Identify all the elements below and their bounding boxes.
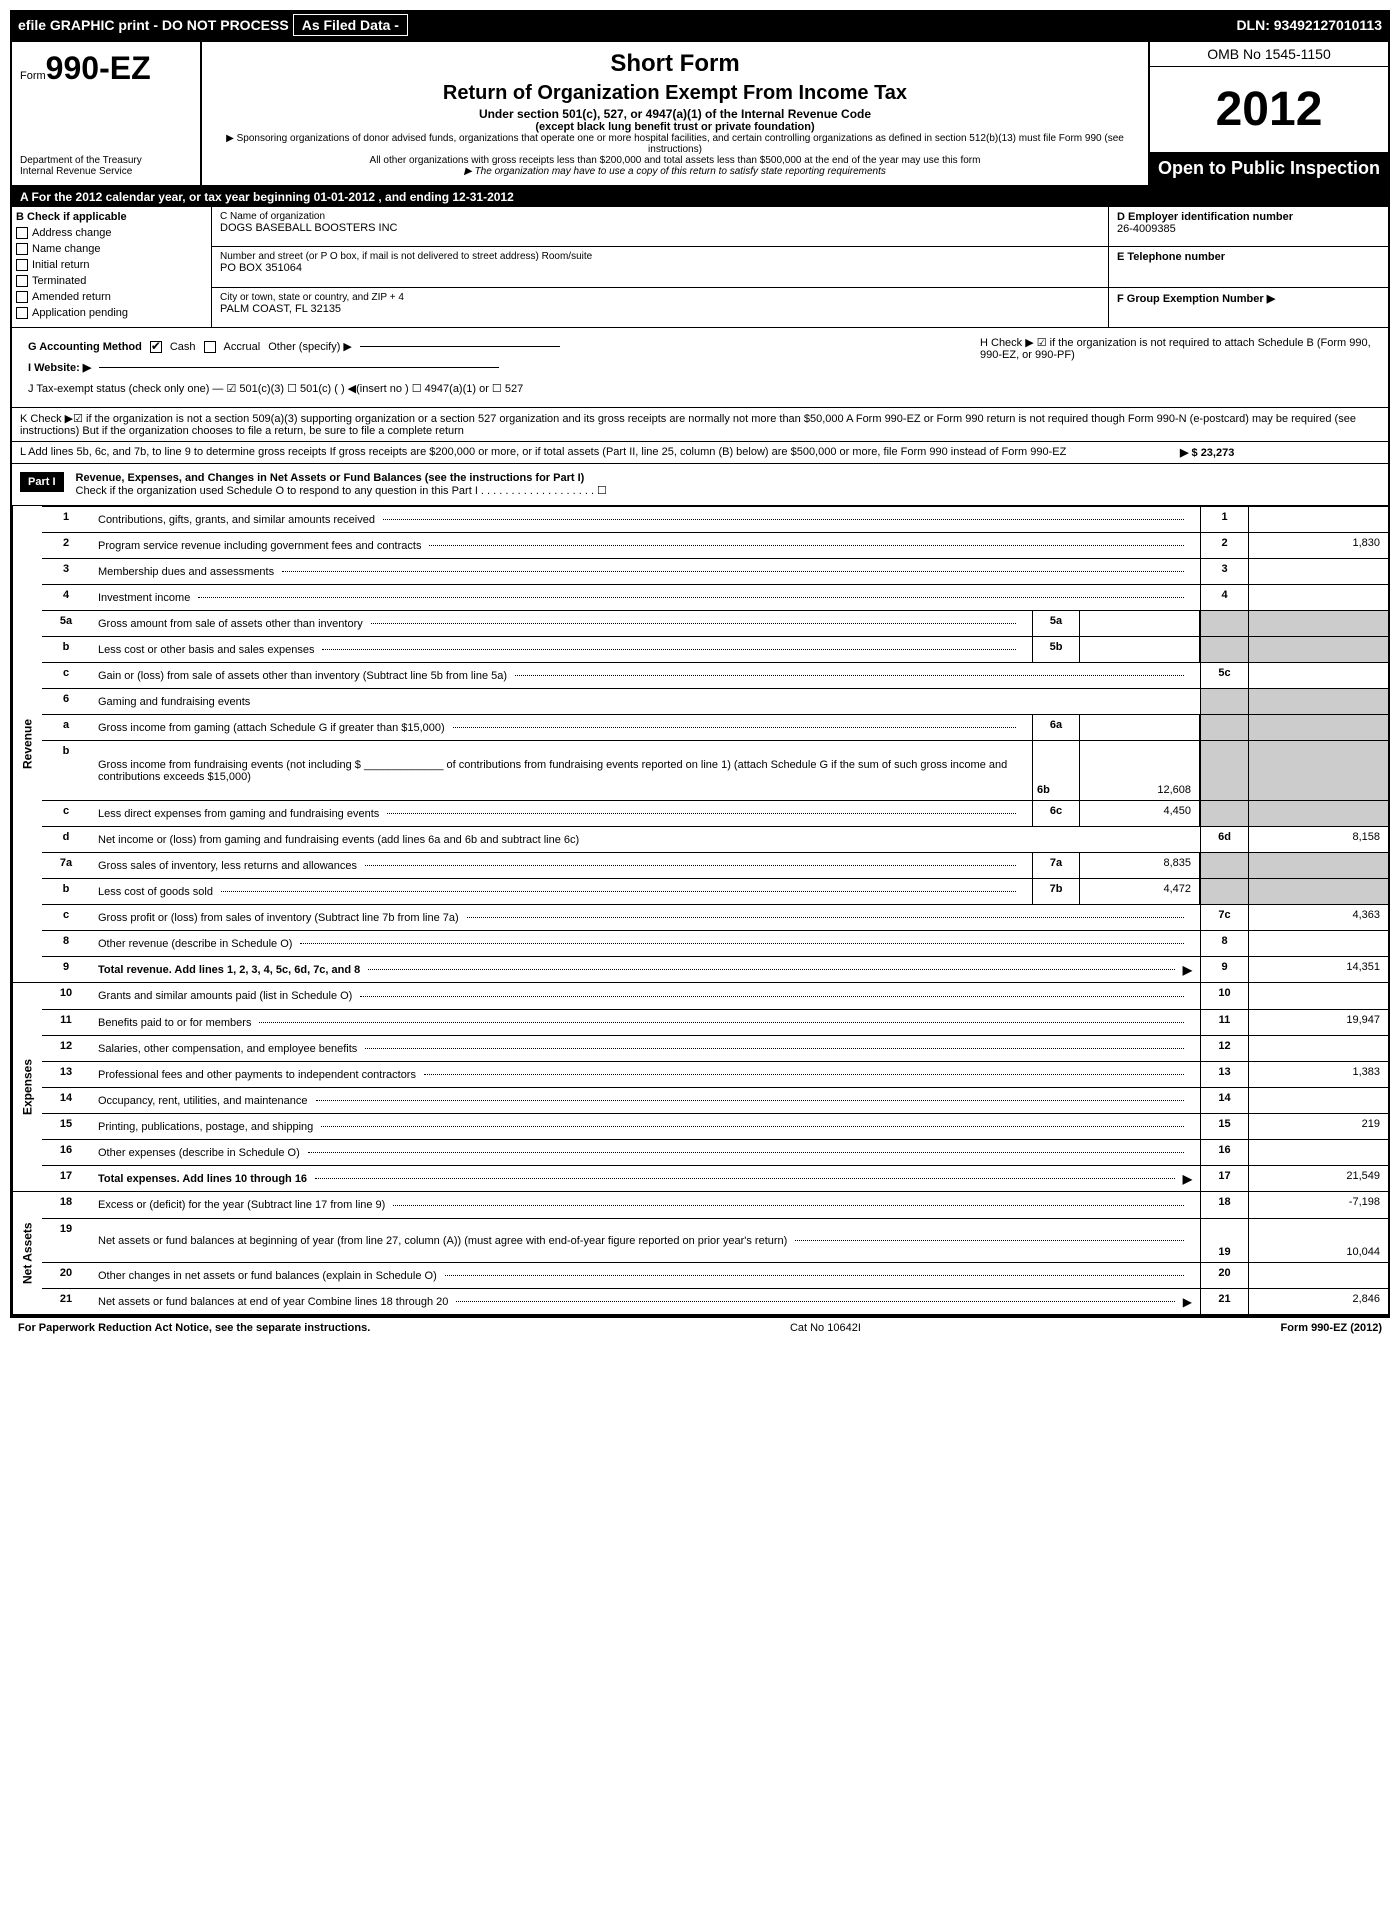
except-text: (except black lung benefit trust or priv… <box>218 121 1132 133</box>
form-number: 990-EZ <box>46 50 151 86</box>
col-b-header: B Check if applicable <box>16 211 207 223</box>
g-label: G Accounting Method <box>28 341 142 353</box>
revenue-section: Revenue 1Contributions, gifts, grants, a… <box>12 506 1388 982</box>
org-name: DOGS BASEBALL BOOSTERS INC <box>220 222 1100 234</box>
part-i-check: Check if the organization used Schedule … <box>76 484 607 497</box>
header-section: Form990-EZ Department of the Treasury In… <box>12 42 1388 187</box>
expenses-side-label: Expenses <box>12 983 42 1191</box>
cash-label: Cash <box>170 341 196 353</box>
netassets-side-label: Net Assets <box>12 1192 42 1314</box>
under-section: Under section 501(c), 527, or 4947(a)(1)… <box>218 107 1132 121</box>
city-value: PALM COAST, FL 32135 <box>220 303 1100 315</box>
accrual-checkbox[interactable] <box>204 341 216 353</box>
check-initial[interactable]: Initial return <box>16 259 207 271</box>
row-a: A For the 2012 calendar year, or tax yea… <box>12 187 1388 207</box>
footer-left: For Paperwork Reduction Act Notice, see … <box>18 1322 370 1334</box>
ein-label: D Employer identification number <box>1117 211 1380 223</box>
l-line: L Add lines 5b, 6c, and 7b, to line 9 to… <box>12 442 1388 464</box>
j-tax-status: J Tax-exempt status (check only one) — ☑… <box>28 382 523 395</box>
tax-year: 2012 <box>1150 67 1388 152</box>
col-b: B Check if applicable Address change Nam… <box>12 207 212 327</box>
footer: For Paperwork Reduction Act Notice, see … <box>10 1316 1390 1338</box>
k-line: K Check ▶☑ if the organization is not a … <box>12 408 1388 442</box>
accrual-label: Accrual <box>224 341 261 353</box>
top-bar: efile GRAPHIC print - DO NOT PROCESS As … <box>10 10 1390 40</box>
section-gh: G Accounting Method Cash Accrual Other (… <box>12 328 1388 408</box>
city-label: City or town, state or country, and ZIP … <box>220 292 1100 303</box>
irs-label: Internal Revenue Service <box>20 166 192 177</box>
header-center: Short Form Return of Organization Exempt… <box>202 42 1148 185</box>
open-public-badge: Open to Public Inspection <box>1150 152 1388 185</box>
other-label: Other (specify) ▶ <box>268 340 352 353</box>
copy-text: ▶ The organization may have to use a cop… <box>218 166 1132 177</box>
form-prefix: Form <box>20 70 46 82</box>
part-i-header: Part I Revenue, Expenses, and Changes in… <box>12 464 1388 506</box>
org-name-label: C Name of organization <box>220 211 1100 222</box>
dept-label: Department of the Treasury <box>20 155 192 166</box>
col-c: C Name of organization DOGS BASEBALL BOO… <box>212 207 1108 327</box>
tel-label: E Telephone number <box>1117 251 1380 263</box>
omb-number: OMB No 1545-1150 <box>1150 42 1388 67</box>
dln-label: DLN: 93492127010113 <box>1236 17 1382 33</box>
as-filed-label: As Filed Data - <box>293 14 408 36</box>
street-value: PO BOX 351064 <box>220 262 1100 274</box>
header-right: OMB No 1545-1150 2012 Open to Public Ins… <box>1148 42 1388 185</box>
col-d: D Employer identification number 26-4009… <box>1108 207 1388 327</box>
check-terminated[interactable]: Terminated <box>16 275 207 287</box>
check-pending[interactable]: Application pending <box>16 307 207 319</box>
return-title: Return of Organization Exempt From Incom… <box>218 82 1132 105</box>
check-amended[interactable]: Amended return <box>16 291 207 303</box>
form-container: Form990-EZ Department of the Treasury In… <box>10 40 1390 1316</box>
cash-checkbox[interactable] <box>150 341 162 353</box>
header-left: Form990-EZ Department of the Treasury In… <box>12 42 202 185</box>
efile-label: efile GRAPHIC print - DO NOT PROCESS <box>18 17 289 33</box>
check-name[interactable]: Name change <box>16 243 207 255</box>
allother-text: All other organizations with gross recei… <box>218 155 1132 166</box>
footer-right: Form 990-EZ (2012) <box>1281 1322 1382 1334</box>
netassets-section: Net Assets 18Excess or (deficit) for the… <box>12 1191 1388 1314</box>
part-i-label: Part I <box>20 472 64 492</box>
short-form-title: Short Form <box>218 50 1132 78</box>
ein-value: 26-4009385 <box>1117 223 1380 235</box>
street-label: Number and street (or P O box, if mail i… <box>220 251 1100 262</box>
part-i-title: Revenue, Expenses, and Changes in Net As… <box>76 472 607 484</box>
expenses-section: Expenses 10Grants and similar amounts pa… <box>12 982 1388 1191</box>
check-address[interactable]: Address change <box>16 227 207 239</box>
revenue-side-label: Revenue <box>12 506 42 982</box>
section-bc: B Check if applicable Address change Nam… <box>12 207 1388 328</box>
footer-center: Cat No 10642I <box>790 1322 861 1334</box>
group-label: F Group Exemption Number ▶ <box>1117 292 1380 305</box>
i-website: I Website: ▶ <box>28 361 91 374</box>
h-check: H Check ▶ ☑ if the organization is not r… <box>980 336 1380 361</box>
sponsor-text: ▶ Sponsoring organizations of donor advi… <box>218 133 1132 155</box>
